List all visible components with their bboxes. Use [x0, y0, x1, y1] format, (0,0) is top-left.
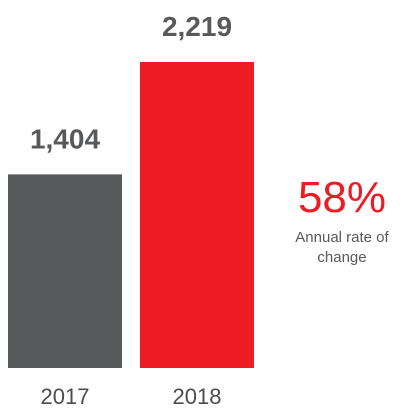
x-tick-label-2017: 2017 [41, 384, 90, 409]
rate-of-change-label: Annual rate of change [295, 229, 389, 266]
bar-value-label-2017: 1,404 [30, 123, 100, 154]
rate-of-change-annotation: 58% Annual rate of change [280, 172, 404, 268]
bar-2017 [8, 174, 122, 368]
x-tick-label-2018: 2018 [173, 384, 222, 409]
bar-value-label-2018: 2,219 [162, 11, 232, 42]
rate-of-change-value: 58% [297, 173, 387, 222]
bar-2018 [140, 62, 254, 368]
